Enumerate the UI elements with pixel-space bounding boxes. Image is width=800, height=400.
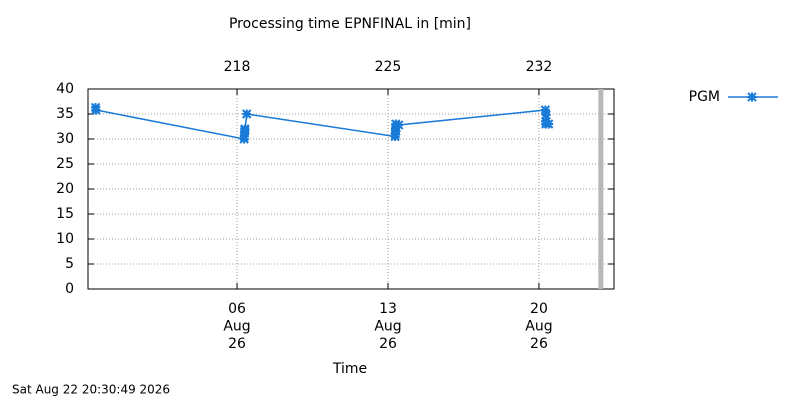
y-tick-label: 20: [56, 181, 74, 197]
point: [543, 119, 554, 129]
point: [541, 110, 551, 120]
y-tick-label: 5: [65, 256, 74, 272]
y-tick-label: 30: [56, 131, 74, 147]
x-tick-label: 13 Aug 26: [374, 301, 401, 352]
point: [242, 109, 252, 119]
plot-frame: [87, 88, 615, 290]
x-axis-label: Time: [332, 361, 367, 377]
x2-tick-label: 232: [526, 59, 553, 75]
legend-marker: [747, 92, 757, 102]
point: [240, 125, 250, 135]
y-tick-label: 35: [56, 106, 74, 122]
point: [394, 120, 404, 130]
y-tick-label: 0: [65, 281, 74, 297]
x2-tick-label: 225: [375, 59, 402, 75]
y-tick-label: 15: [56, 206, 74, 222]
now-marker: [598, 89, 604, 289]
chart-title: Processing time EPNFINAL in [min]: [229, 16, 471, 32]
legend-label: PGM: [689, 89, 720, 105]
x-tick-label: 06 Aug 26: [223, 301, 250, 352]
x-tick-label: 20 Aug 26: [525, 301, 552, 352]
point: [91, 105, 101, 115]
x2-tick-label: 218: [224, 59, 251, 75]
y-tick-label: 40: [56, 81, 74, 97]
point: [540, 105, 551, 115]
point: [239, 131, 250, 142]
y-tick-label: 25: [56, 156, 74, 172]
point: [391, 126, 401, 136]
timestamp: Sat Aug 22 20:30:49 2026: [12, 383, 170, 397]
y-tick-label: 10: [56, 231, 74, 247]
